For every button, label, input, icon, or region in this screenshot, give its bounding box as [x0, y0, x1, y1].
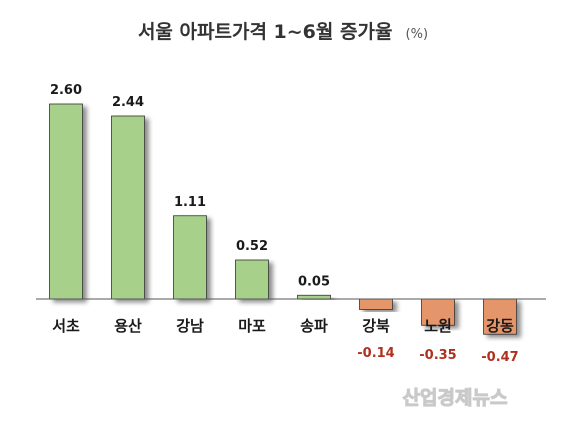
bar-서초: [49, 103, 83, 300]
value-label: 2.44: [112, 95, 144, 110]
chart-title: 서울 아파트가격 1~6월 증가율 (%): [138, 21, 428, 43]
bar-마포: [235, 259, 269, 300]
category-label: 강남: [176, 317, 204, 335]
chart-unit: (%): [406, 27, 429, 42]
category-label: 용산: [114, 317, 142, 335]
bar-강동: [483, 298, 517, 335]
category-label: 송파: [300, 317, 328, 335]
category-label: 노원: [424, 317, 452, 335]
watermark: 산업경제뉴스: [403, 387, 508, 409]
category-label: 강북: [362, 317, 390, 335]
value-label: 0.05: [298, 274, 330, 289]
bar-용산: [111, 115, 145, 300]
value-label: 1.11: [174, 195, 206, 210]
value-label: -0.35: [419, 348, 456, 363]
bar-송파: [297, 294, 331, 300]
bar-강북: [359, 298, 393, 310]
bars-group: [49, 103, 517, 335]
chart-title-text: 서울 아파트가격 1~6월 증가율: [138, 21, 393, 43]
value-label: -0.47: [481, 350, 518, 365]
bar-노원: [421, 298, 455, 326]
value-label: 0.52: [236, 239, 268, 254]
value-label: -0.14: [357, 346, 394, 361]
bar-강남: [173, 215, 207, 300]
value-label: 2.60: [50, 83, 82, 98]
category-label: 강동: [486, 317, 514, 335]
category-label: 마포: [238, 317, 266, 335]
category-label: 서초: [52, 317, 80, 335]
labels-group: 서초 2.60 용산 2.44 강남 1.11 마포 0.52 송파 0.05 강북 -0.14 노원 -…: [50, 83, 519, 365]
